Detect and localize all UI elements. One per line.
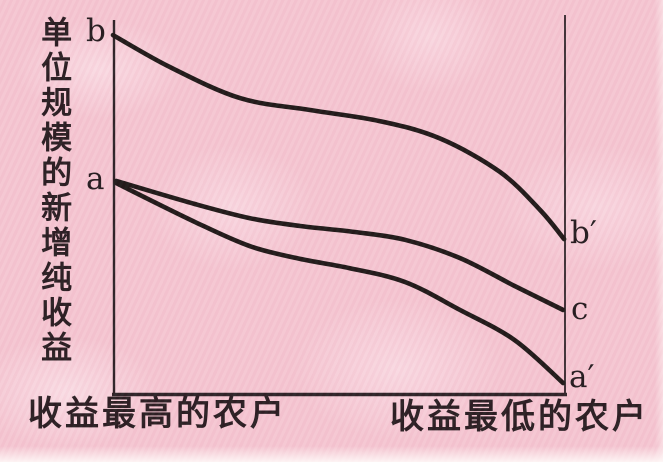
x-axis-label-right: 收益最低的农户	[390, 399, 649, 436]
curve-start-label-a: a	[86, 161, 105, 197]
curve-a-to-a-prime	[113, 180, 566, 386]
x-axis-label-left: 收益最高的农户	[28, 396, 287, 433]
y-axis-label: 单位规模的新增纯收益	[36, 16, 72, 366]
curve-end-label-c: c	[571, 291, 589, 327]
curve-end-label-b-prime: b′	[570, 215, 597, 251]
curve-a-to-c	[113, 178, 566, 313]
curve-end-label-a-prime: a′	[569, 359, 595, 395]
curve-b-to-b-prime	[110, 32, 567, 242]
curve-start-label-b: b	[86, 13, 106, 49]
